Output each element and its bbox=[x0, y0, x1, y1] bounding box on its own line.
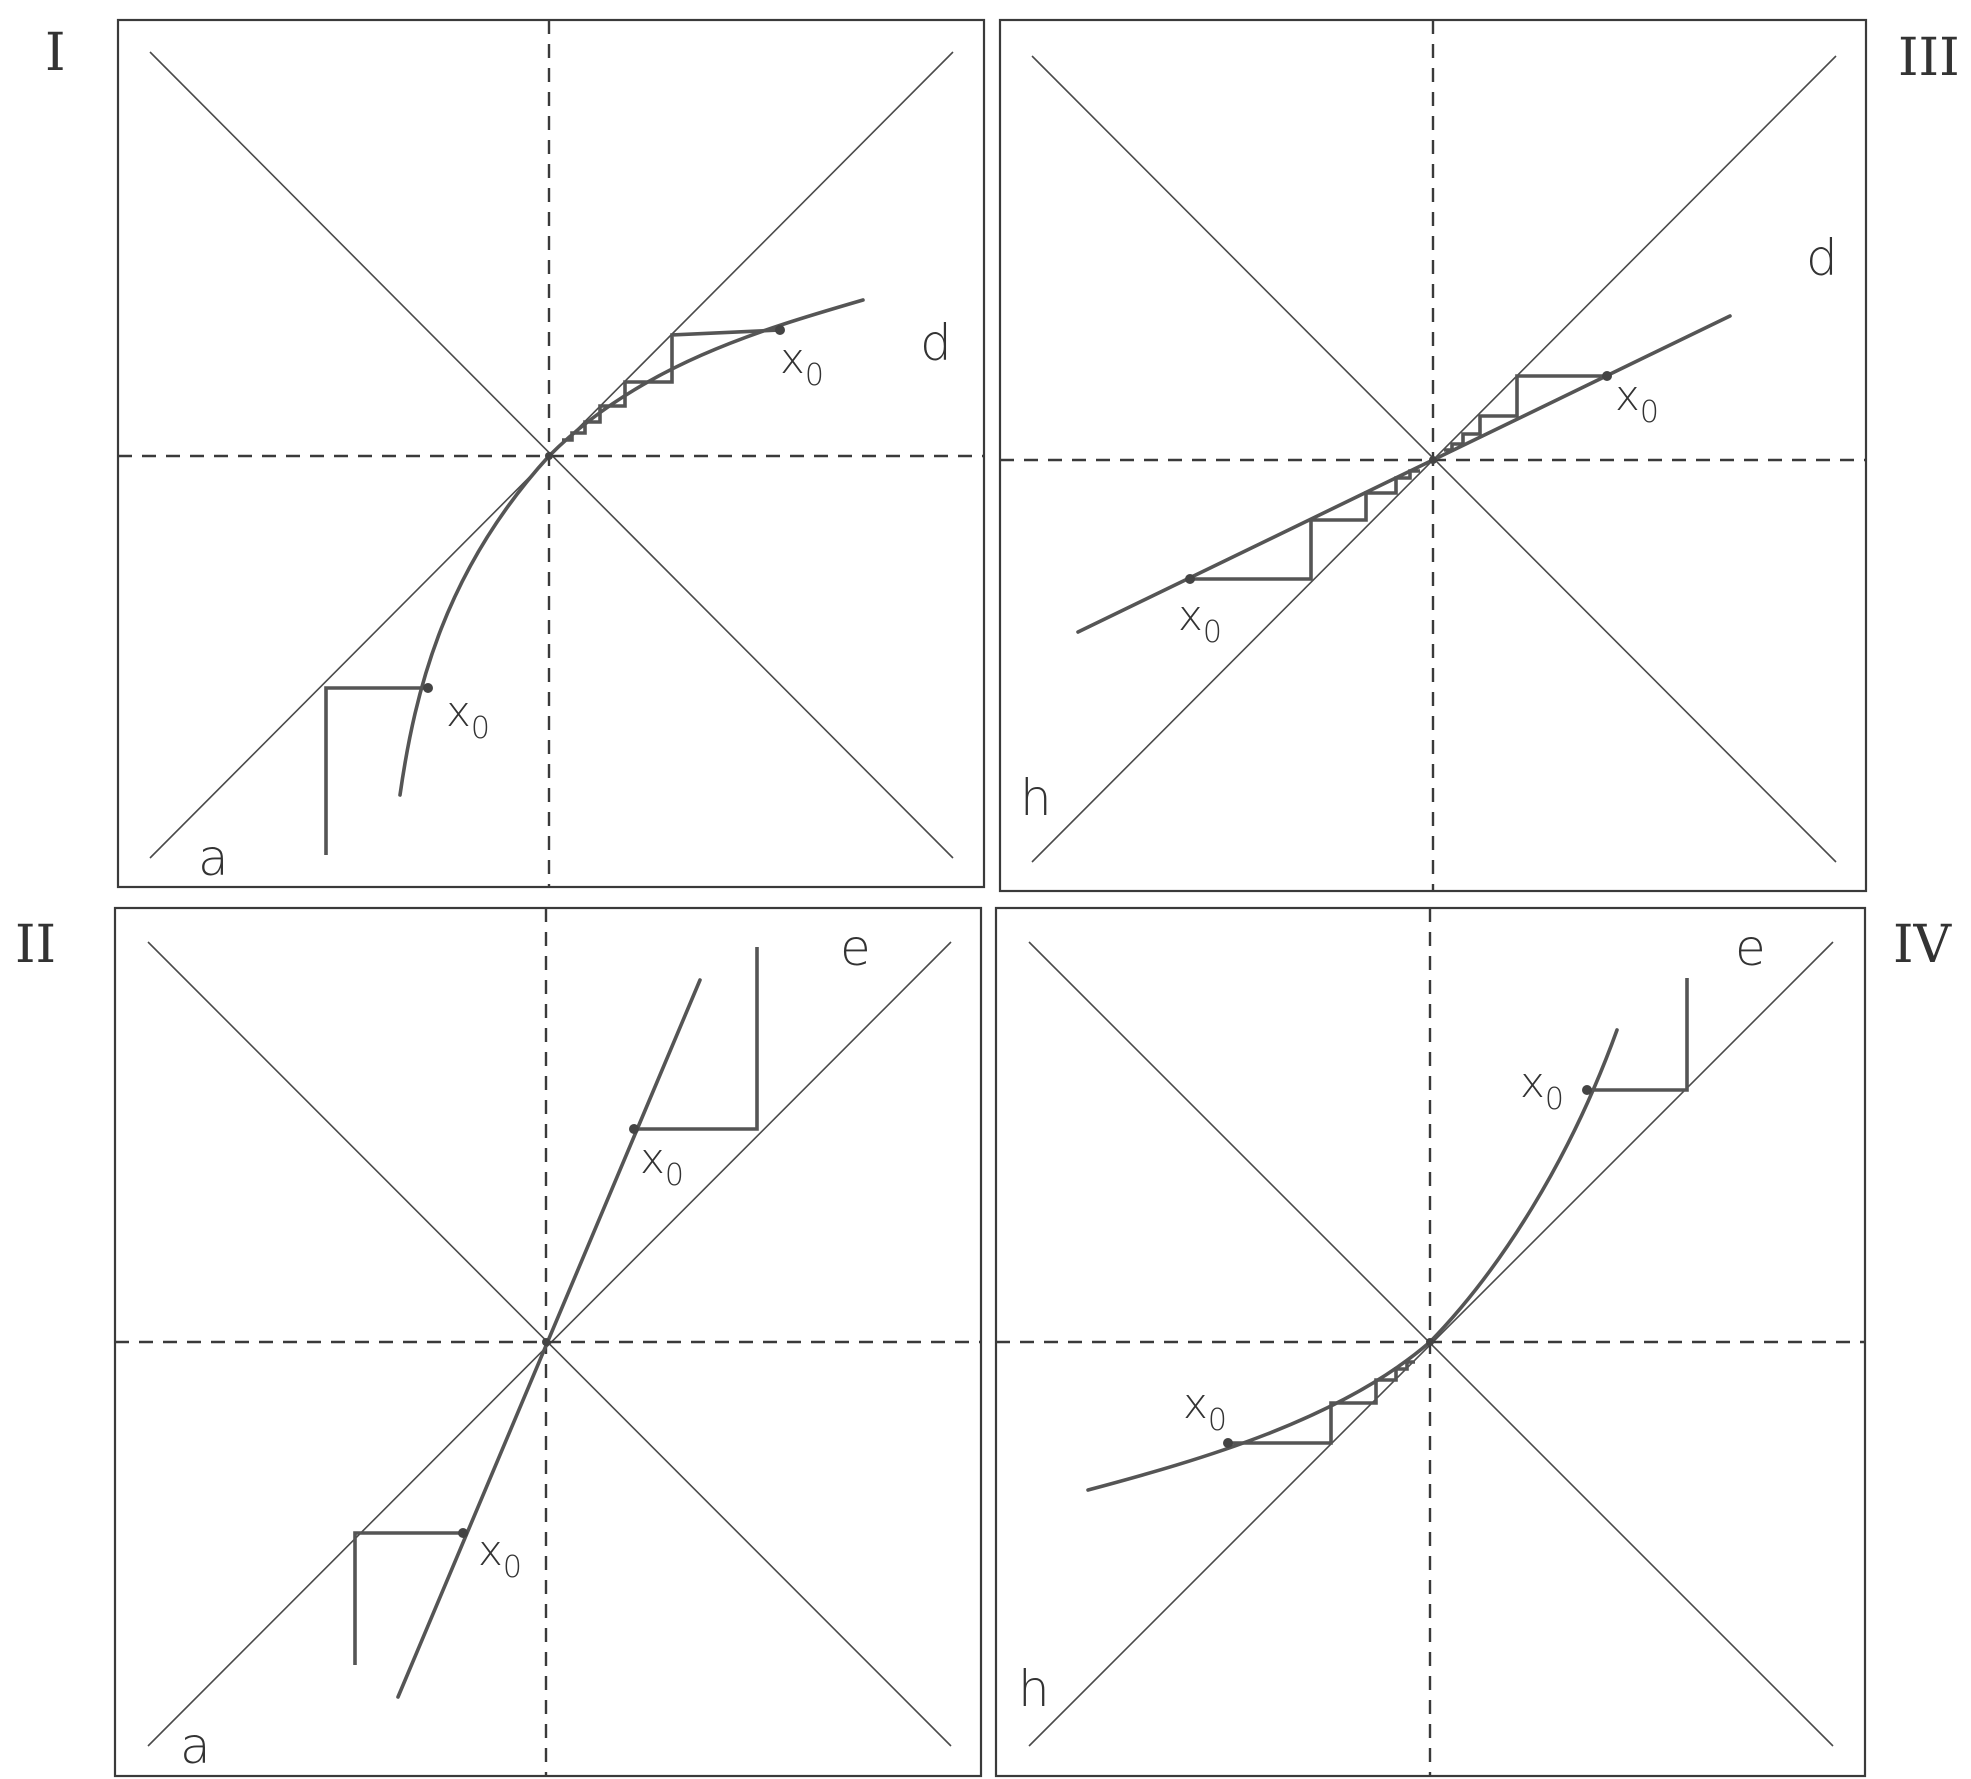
corner-label: a bbox=[198, 829, 229, 887]
x0-point bbox=[775, 325, 785, 335]
x0-label: x0 bbox=[446, 687, 490, 746]
cobweb-path-lower bbox=[353, 1531, 463, 1665]
panel-numeral: IV bbox=[1893, 915, 1953, 975]
x0-point bbox=[1602, 371, 1612, 381]
cobweb-path-upper bbox=[634, 947, 759, 1131]
fixed-point bbox=[1426, 1338, 1434, 1346]
cobweb-path-upper bbox=[562, 328, 781, 442]
corner-label: h bbox=[1020, 769, 1052, 827]
panel-1: I d a x0 x0 bbox=[45, 18, 986, 889]
corner-label: h bbox=[1018, 1660, 1050, 1718]
corner-label: e bbox=[1735, 919, 1766, 977]
fixed-point bbox=[542, 1338, 550, 1346]
corner-label: a bbox=[180, 1717, 211, 1775]
panel-numeral: I bbox=[45, 23, 66, 83]
x0-label: x0 bbox=[1520, 1058, 1564, 1117]
panel-numeral: III bbox=[1898, 28, 1960, 88]
x0-point bbox=[423, 683, 433, 693]
x0-point bbox=[629, 1124, 639, 1134]
corner-label: e bbox=[840, 919, 871, 977]
x0-label: x0 bbox=[780, 334, 824, 393]
x0-point bbox=[1223, 1438, 1233, 1448]
x0-label: x0 bbox=[1615, 371, 1659, 430]
x0-label: x0 bbox=[1178, 591, 1222, 650]
panel-4: IV e h x0 x0 bbox=[994, 906, 1953, 1778]
map-line bbox=[1076, 314, 1732, 634]
fixed-point bbox=[545, 452, 553, 460]
x0-point bbox=[458, 1528, 468, 1538]
cobweb-path-lower bbox=[324, 686, 428, 855]
map-line bbox=[396, 978, 702, 1699]
fixed-point bbox=[1429, 456, 1437, 464]
x0-point bbox=[1582, 1085, 1592, 1095]
corner-label: d bbox=[920, 314, 952, 372]
x0-point bbox=[1185, 574, 1195, 584]
cobweb-path-upper bbox=[1444, 374, 1607, 452]
panel-3: III d h x0 x0 bbox=[998, 18, 1960, 893]
identity-line bbox=[147, 941, 952, 1747]
cobweb-path-lower bbox=[1190, 469, 1420, 581]
x0-label: x0 bbox=[478, 1526, 522, 1585]
panel-frame bbox=[116, 18, 986, 889]
cobweb-path-upper bbox=[1587, 978, 1689, 1092]
corner-label: d bbox=[1806, 229, 1838, 287]
x0-label: x0 bbox=[1183, 1379, 1227, 1438]
x0-label: x0 bbox=[640, 1134, 684, 1193]
panel-2: II e a x0 x0 bbox=[15, 906, 983, 1778]
panel-numeral: II bbox=[15, 915, 56, 975]
cobweb-path-lower bbox=[1228, 1360, 1415, 1445]
